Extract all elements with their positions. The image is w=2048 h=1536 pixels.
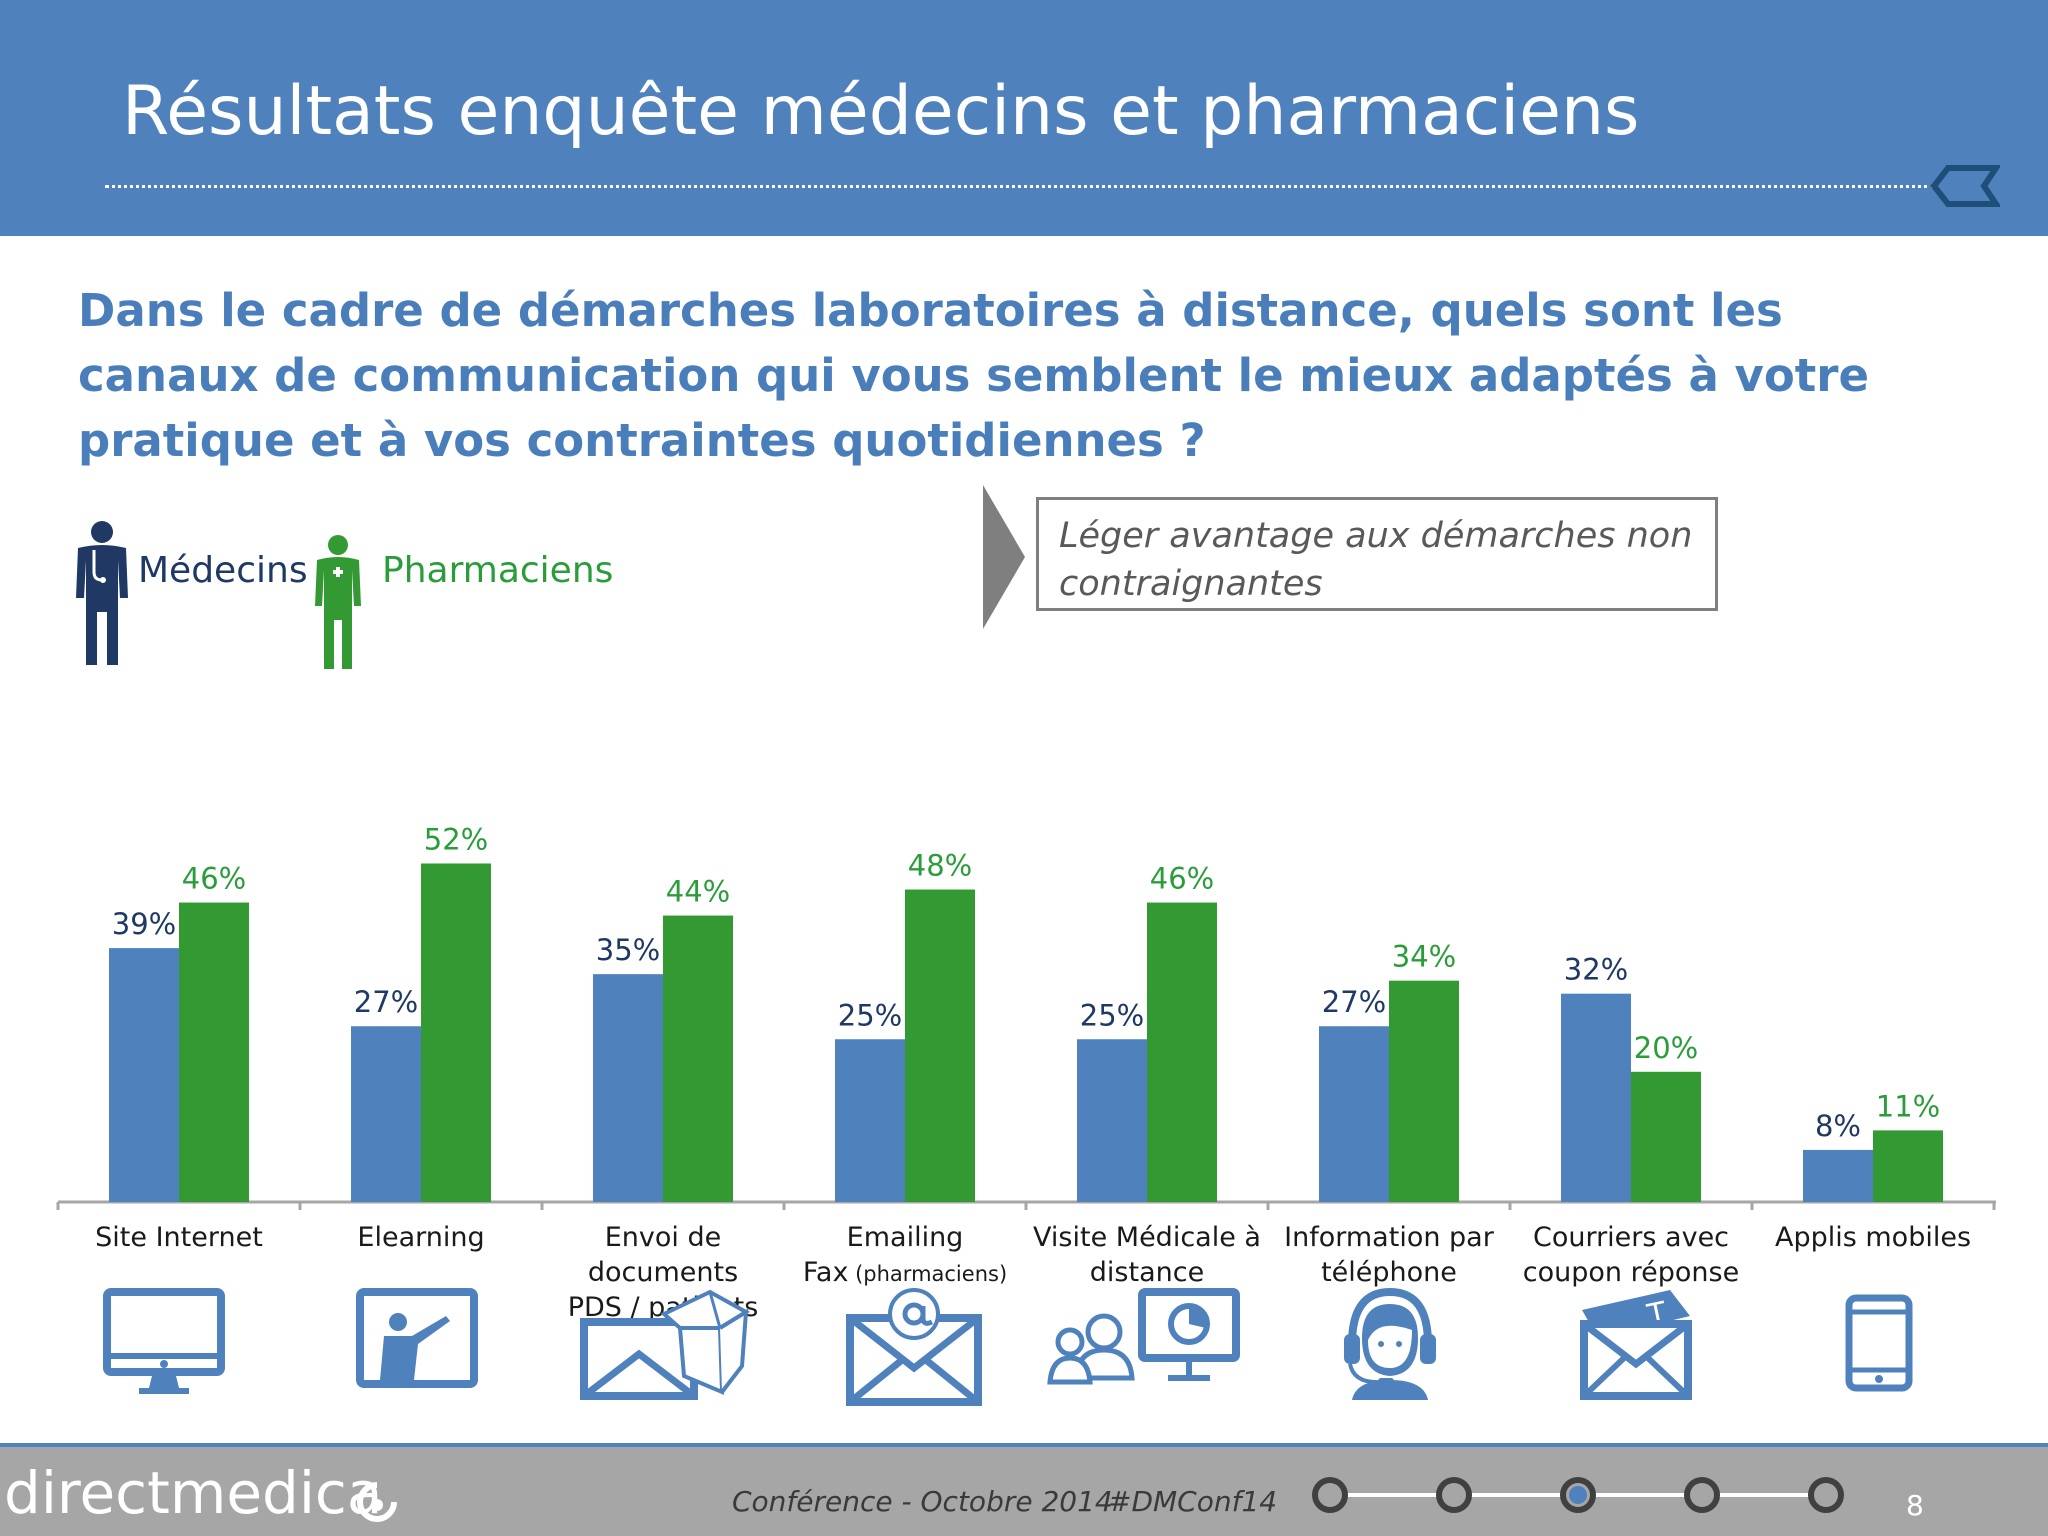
category-label-5: Information par téléphone bbox=[1284, 1222, 1494, 1288]
bar-médecins-2 bbox=[593, 974, 663, 1202]
conference-label: Conférence - Octobre 2014 bbox=[732, 1485, 1113, 1518]
slide-progress bbox=[1312, 1477, 1844, 1513]
footer-bar: directmedica Conférence - Octobre 2014 #… bbox=[0, 1443, 2048, 1536]
survey-question: Dans le cadre de démarches laboratoires … bbox=[78, 284, 1869, 467]
legend-pharmaciens: Pharmaciens bbox=[382, 550, 614, 591]
bar-pharmaciens-7 bbox=[1873, 1130, 1943, 1202]
data-label-pharmaciens-7: 11% bbox=[1876, 1089, 1940, 1123]
category-label-4: Visite Médicale à distance bbox=[1033, 1222, 1261, 1288]
callout-chevron-icon bbox=[983, 485, 1025, 629]
data-label-médecins-2: 35% bbox=[596, 933, 660, 967]
progress-step-2[interactable] bbox=[1436, 1477, 1472, 1513]
bar-pharmaciens-6 bbox=[1631, 1071, 1701, 1202]
callout-text: Léger avantage aux démarches non contrai… bbox=[1059, 516, 1693, 604]
hashtag-label: #DMConf14 bbox=[1108, 1485, 1278, 1518]
data-label-pharmaciens-3: 48% bbox=[908, 849, 972, 883]
bar-médecins-0 bbox=[109, 948, 179, 1202]
bar-pharmaciens-1 bbox=[421, 863, 491, 1202]
slide-title: Résultats enquête médecins et pharmacien… bbox=[122, 72, 1640, 151]
pharmacist-icon bbox=[315, 535, 361, 669]
category-label-0: Site Internet bbox=[95, 1222, 263, 1253]
bar-pharmaciens-3 bbox=[905, 889, 975, 1202]
data-label-médecins-1: 27% bbox=[354, 985, 418, 1019]
data-label-pharmaciens-1: 52% bbox=[424, 822, 488, 856]
data-label-médecins-6: 32% bbox=[1564, 953, 1628, 987]
email-at-icon bbox=[846, 1288, 982, 1406]
progress-step-5[interactable] bbox=[1808, 1477, 1844, 1513]
bar-médecins-1 bbox=[351, 1026, 421, 1202]
data-label-pharmaciens-4: 46% bbox=[1150, 862, 1214, 896]
data-label-pharmaciens-6: 20% bbox=[1634, 1031, 1698, 1065]
mail-coupon-icon: T bbox=[1580, 1290, 1692, 1400]
category-label-1: Elearning bbox=[357, 1222, 485, 1253]
video-conference-icon bbox=[1047, 1288, 1240, 1385]
bar-médecins-3 bbox=[835, 1039, 905, 1202]
category-label-3: Emailing Fax (pharmaciens) bbox=[802, 1222, 1008, 1288]
envelope-box-icon bbox=[580, 1289, 750, 1400]
data-label-médecins-0: 39% bbox=[112, 907, 176, 941]
category-label-7: Applis mobiles bbox=[1774, 1222, 1972, 1253]
bar-pharmaciens-5 bbox=[1389, 980, 1459, 1202]
bar-pharmaciens-2 bbox=[663, 915, 733, 1202]
bar-médecins-6 bbox=[1561, 993, 1631, 1202]
category-label-6: Courriers avec coupon réponse bbox=[1522, 1222, 1740, 1288]
progress-step-4[interactable] bbox=[1684, 1477, 1720, 1513]
mobile-phone-icon bbox=[1845, 1294, 1913, 1392]
legend-medecins: Médecins bbox=[138, 550, 308, 591]
back-arrow-icon[interactable] bbox=[1930, 164, 2000, 208]
headset-icon bbox=[1344, 1288, 1436, 1400]
header-bar: Résultats enquête médecins et pharmacien… bbox=[0, 0, 2048, 236]
data-label-pharmaciens-2: 44% bbox=[666, 875, 730, 909]
data-label-médecins-5: 27% bbox=[1322, 985, 1386, 1019]
bar-médecins-5 bbox=[1319, 1026, 1389, 1202]
data-label-médecins-3: 25% bbox=[838, 998, 902, 1032]
bar-médecins-4 bbox=[1077, 1039, 1147, 1202]
progress-step-1[interactable] bbox=[1312, 1477, 1348, 1513]
bar-pharmaciens-0 bbox=[179, 902, 249, 1202]
data-label-médecins-4: 25% bbox=[1080, 998, 1144, 1032]
bar-médecins-7 bbox=[1803, 1149, 1873, 1202]
callout-box: Léger avantage aux démarches non contrai… bbox=[1036, 497, 1718, 611]
page-number: 8 bbox=[1906, 1489, 1924, 1522]
progress-current-marker bbox=[1569, 1486, 1587, 1504]
doctor-icon bbox=[76, 521, 128, 665]
bar-chart: 39%46%27%52%35%44%25%48%25%46%27%34% 32%2… bbox=[56, 822, 1996, 1210]
data-label-médecins-7: 8% bbox=[1815, 1109, 1861, 1143]
data-label-pharmaciens-0: 46% bbox=[182, 862, 246, 896]
header-divider bbox=[105, 185, 1935, 188]
data-label-pharmaciens-5: 34% bbox=[1392, 940, 1456, 974]
brand-logo-text: directmedica bbox=[4, 1459, 383, 1527]
elearning-icon bbox=[356, 1288, 478, 1388]
bar-pharmaciens-4 bbox=[1147, 902, 1217, 1202]
monitor-icon bbox=[103, 1288, 225, 1394]
brand-swirl-icon bbox=[357, 1482, 397, 1522]
